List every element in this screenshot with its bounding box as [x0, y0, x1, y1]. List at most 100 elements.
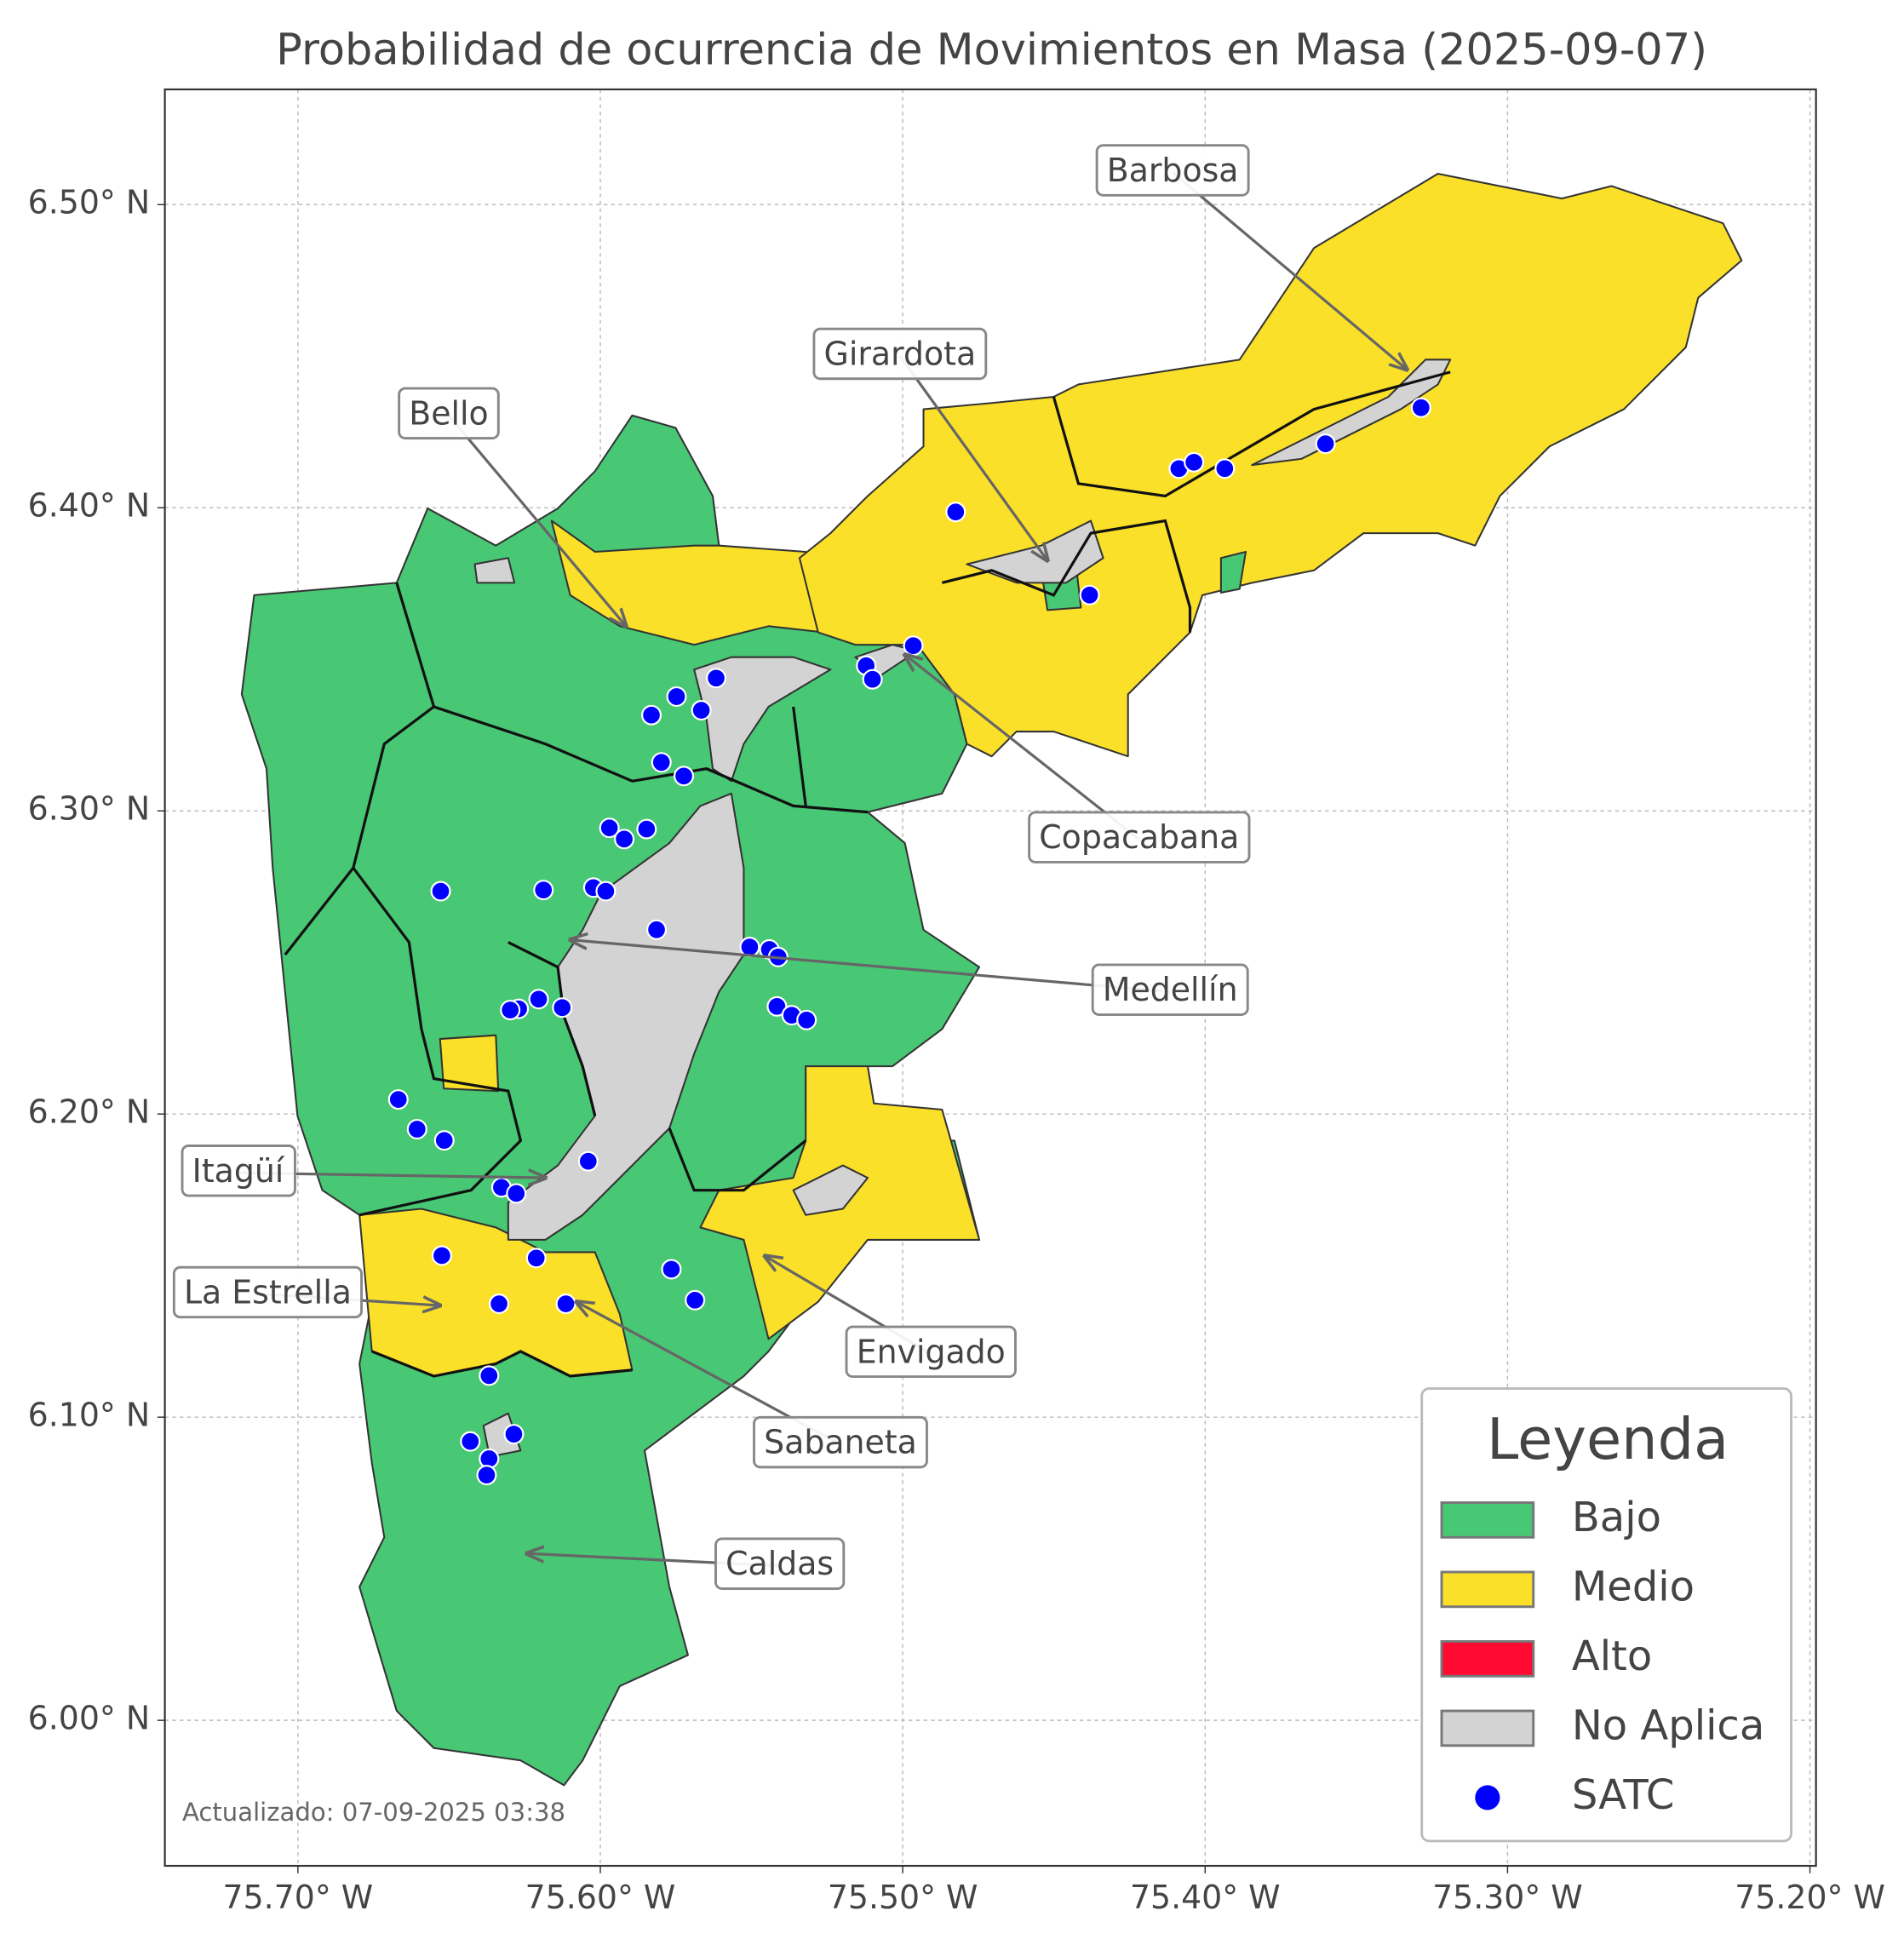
region-no-aplica [792, 1164, 869, 1216]
x-tick-label: 75.20° W [1735, 1879, 1885, 1916]
legend-label: Alto [1572, 1632, 1652, 1680]
legend-label: Bajo [1572, 1494, 1661, 1541]
y-tick-label: 6.40° N [28, 487, 150, 525]
legend-swatch [1440, 1570, 1535, 1609]
annotation-label: Bello [409, 394, 488, 432]
satc-point [525, 1248, 547, 1269]
region-bajo [1219, 550, 1247, 594]
satc-point [489, 1294, 510, 1315]
boundary [284, 582, 436, 956]
annotation-arrow [571, 940, 1171, 994]
satc-point [614, 829, 635, 850]
annotation-arrow [905, 655, 1140, 841]
legend-label: SATC [1572, 1771, 1675, 1819]
satc-point [636, 818, 657, 840]
annotation-label: Copacabana [1039, 818, 1239, 856]
annotation-box [1095, 144, 1250, 197]
y-tick-label: 6.30° N [28, 790, 150, 828]
satc-point [552, 997, 573, 1018]
annotation-label: Caldas [725, 1545, 834, 1582]
annotation-label: Sabaneta [764, 1424, 917, 1461]
annotation-box [172, 1265, 363, 1319]
x-tick-label: 75.60° W [525, 1879, 676, 1916]
region-no-aplica [693, 656, 832, 783]
satc-point [460, 1431, 481, 1452]
legend-marker [1475, 1785, 1500, 1810]
annotation-label: La Estrella [184, 1273, 352, 1311]
annotation-box [812, 327, 988, 381]
satc-point [503, 1424, 525, 1445]
satc-point [666, 686, 687, 708]
annotation-box [398, 387, 500, 440]
x-tick-label: 75.30° W [1432, 1879, 1583, 1916]
satc-point [500, 1000, 521, 1021]
annotation-arrow [1172, 171, 1407, 370]
legend-title: Leyenda [1487, 1406, 1729, 1472]
annotation-arrow [898, 355, 1047, 560]
annotation-box [753, 1415, 928, 1469]
annotation-label: Girardota [824, 335, 977, 372]
annotation-label: Itagüí [192, 1152, 285, 1190]
legend-swatch [1440, 1640, 1535, 1678]
boundary [668, 1127, 807, 1192]
satc-point [862, 668, 883, 690]
annotation-label: Envigado [857, 1333, 1006, 1370]
y-tick-label: 6.20° N [28, 1093, 150, 1131]
satc-point [599, 818, 620, 839]
satc-point [595, 881, 617, 902]
satc-point [706, 668, 727, 689]
satc-point [528, 989, 549, 1010]
satc-point [1214, 458, 1236, 479]
boundary [1052, 370, 1451, 498]
legend-label: Medio [1572, 1563, 1695, 1610]
satc-point [433, 1130, 455, 1151]
satc-point [1315, 433, 1336, 455]
satc-point [406, 1118, 427, 1140]
annotation-box [181, 1145, 296, 1197]
satc-point [661, 1259, 682, 1280]
regions [240, 172, 1743, 1787]
boundary [792, 706, 807, 806]
y-tick-label: 6.00° N [28, 1700, 150, 1737]
region-medio [439, 1034, 500, 1093]
annotation-label: Medellín [1103, 971, 1238, 1008]
municipal-boundaries [284, 370, 1451, 1378]
satc-point [387, 1089, 409, 1110]
satc-point [945, 502, 966, 523]
satc-point [431, 1245, 452, 1266]
satc-point [1079, 584, 1100, 605]
satc-point [641, 704, 662, 726]
satc-point [1184, 451, 1205, 473]
footnote: Actualizado: 07-09-2025 03:38 [182, 1798, 565, 1827]
annotation-box [714, 1537, 846, 1590]
satc-points [387, 397, 1431, 1486]
region-no-aplica [473, 557, 516, 584]
annotations: Barbosa Girardota Bello Copacabana Medellín I… [172, 144, 1407, 1590]
boundary [352, 867, 523, 1217]
boundary [433, 705, 869, 814]
y-tick-label: 6.50° N [28, 184, 150, 221]
legend-swatch [1440, 1501, 1535, 1539]
x-tick-label: 75.40° W [1130, 1879, 1281, 1916]
satc-point [577, 1150, 599, 1172]
satc-point [685, 1289, 706, 1311]
annotation-box [1028, 811, 1251, 863]
satc-point [646, 919, 668, 940]
boundary [941, 519, 1192, 633]
satc-point [430, 881, 451, 902]
satc-point [691, 700, 712, 721]
x-tick-label: 75.70° W [223, 1879, 374, 1916]
satc-point [766, 995, 788, 1017]
annotation-arrow [447, 414, 626, 626]
legend-swatch [1440, 1709, 1535, 1747]
satc-point [903, 635, 924, 657]
satc-point [506, 1183, 527, 1204]
legend-label: No Aplica [1572, 1701, 1764, 1749]
satc-point [555, 1294, 576, 1315]
satc-point [651, 752, 672, 773]
x-tick-label: 75.50° W [828, 1879, 978, 1916]
plot-frame [163, 88, 1817, 1868]
satc-point [533, 880, 554, 901]
satc-point [796, 1009, 817, 1030]
